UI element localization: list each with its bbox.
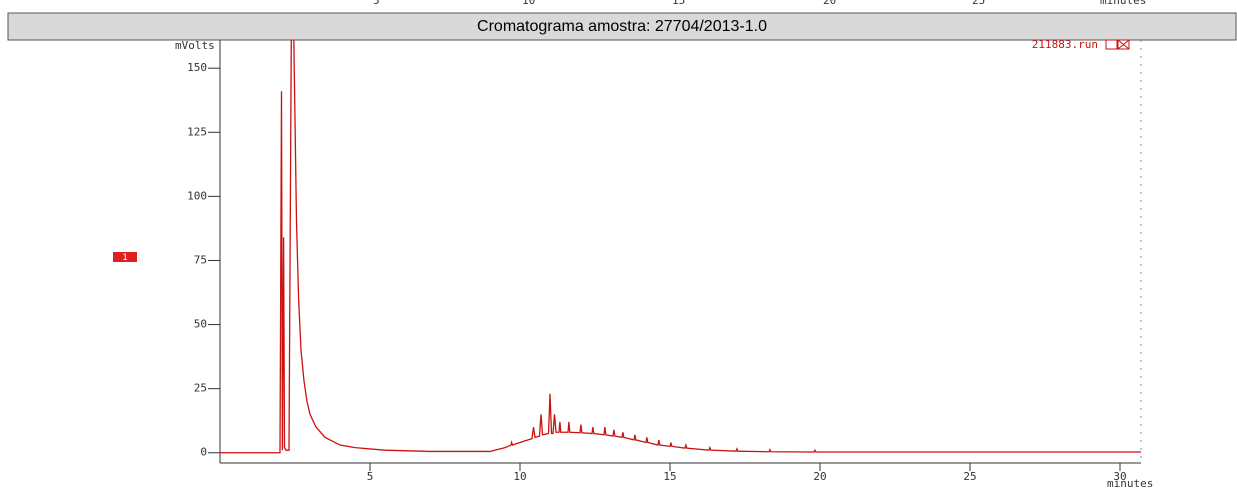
fragment-label: 10 — [522, 0, 535, 7]
y-tick-label: 75 — [194, 253, 207, 266]
marker-label: 1 — [122, 253, 127, 263]
y-tick-label: 150 — [187, 61, 207, 74]
y-tick-label: 125 — [187, 125, 207, 138]
fragment-label: 25 — [972, 0, 985, 7]
title-bar — [7, 12, 1237, 41]
plot-area — [220, 40, 1141, 454]
fragment-label: 5 — [373, 0, 380, 7]
x-tick-label: 15 — [663, 470, 676, 483]
marker-box — [113, 252, 137, 262]
window-icons — [1105, 39, 1130, 50]
x-axis-label: minutes — [1107, 477, 1153, 490]
y-axis-label: mVolts — [175, 39, 215, 52]
y-tick-label: 50 — [194, 318, 207, 331]
x-tick-label: 30 — [1113, 470, 1126, 483]
x-tick-label: 20 — [813, 470, 826, 483]
fragment-label: 15 — [672, 0, 685, 7]
chart-title: Cromatograma amostra: 27704/2013-1.0 — [477, 18, 767, 35]
y-tick-label: 100 — [187, 189, 207, 202]
y-tick-label: 0 — [200, 446, 207, 459]
trace — [220, 40, 1141, 454]
fragment-label: minutes — [1100, 0, 1146, 7]
x-tick-label: 25 — [963, 470, 976, 483]
fragment-label: 20 — [823, 0, 836, 7]
x-tick-label: 5 — [367, 470, 374, 483]
y-tick-label: 25 — [194, 382, 207, 395]
legend-label: 211883.run — [1032, 38, 1098, 51]
x-tick-label: 10 — [513, 470, 526, 483]
